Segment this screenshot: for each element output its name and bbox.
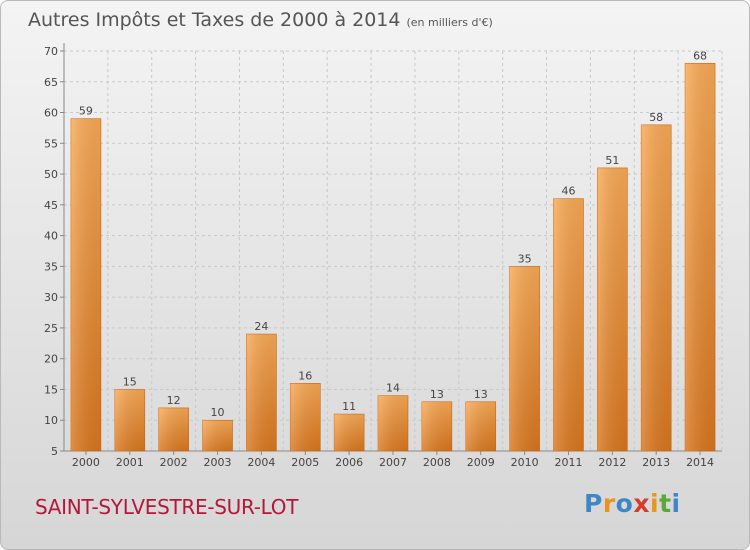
bar-shade — [641, 124, 672, 451]
x-tick-label: 2011 — [554, 456, 582, 469]
y-tick-label: 5 — [51, 445, 58, 458]
x-tick-label: 2014 — [686, 456, 714, 469]
bar-shade — [290, 383, 321, 451]
bar-shade — [685, 63, 716, 452]
logo-letter: i — [650, 489, 660, 518]
x-tick-label: 2008 — [423, 456, 451, 469]
bar-shade — [158, 407, 189, 451]
chart-title: Autres Impôts et Taxes de 2000 à 2014 (en… — [28, 9, 493, 31]
y-tick-label: 55 — [44, 137, 58, 150]
label-layer: 59 15 12 10 24 16 11 14 13 13 35 46 51 58 68 — [79, 49, 707, 419]
place-name: SAINT-SYLVESTRE-SUR-LOT — [35, 495, 299, 519]
bar-value-label: 13 — [430, 388, 444, 401]
bar-shade — [421, 401, 452, 451]
bar-value-label: 14 — [386, 382, 400, 395]
x-tick-label: 2006 — [335, 456, 363, 469]
bar-value-label: 15 — [123, 375, 137, 388]
bar-value-label: 12 — [167, 394, 181, 407]
bar-value-label: 13 — [474, 388, 488, 401]
bar-value-label: 24 — [254, 320, 268, 333]
x-tick-label: 2001 — [116, 456, 144, 469]
bar-value-label: 10 — [211, 406, 225, 419]
bar-shade — [202, 420, 233, 451]
logo-letter: i — [671, 489, 681, 518]
chart-unit: (en milliers d'€) — [406, 16, 493, 29]
bar-shade — [597, 167, 628, 451]
x-tick-label: 2013 — [642, 456, 670, 469]
bar-shade — [334, 414, 365, 451]
chart-title-text: Autres Impôts et Taxes de 2000 à 2014 — [28, 9, 401, 31]
x-tick-label: 2000 — [72, 456, 100, 469]
y-tick-label: 70 — [44, 45, 58, 58]
bar-shade — [246, 334, 277, 451]
y-tick-label: 60 — [44, 107, 58, 120]
proxiti-logo: Proxiti — [584, 489, 681, 518]
logo-letter: r — [602, 489, 616, 518]
bar-shade — [465, 401, 496, 451]
x-tick-label: 2005 — [291, 456, 319, 469]
logo-letter: t — [659, 489, 672, 518]
y-tick-label: 15 — [44, 383, 58, 396]
y-tick-label: 45 — [44, 199, 58, 212]
y-tick-label: 10 — [44, 414, 58, 427]
y-tick-label: 35 — [44, 260, 58, 273]
x-tick-label: 2010 — [511, 456, 539, 469]
bar-value-label: 51 — [605, 154, 619, 167]
x-tick-label: 2009 — [467, 456, 495, 469]
x-tick-label: 2003 — [204, 456, 232, 469]
x-tick-label: 2002 — [160, 456, 188, 469]
y-tick-label: 25 — [44, 322, 58, 335]
y-tick-label: 40 — [44, 230, 58, 243]
y-tick-label: 50 — [44, 168, 58, 181]
bar-layer — [70, 63, 716, 452]
y-tick-label: 20 — [44, 353, 58, 366]
logo-letter: P — [584, 489, 603, 518]
bar-shade — [378, 395, 408, 451]
logo-letter: x — [633, 489, 650, 518]
bar-value-label: 59 — [79, 105, 93, 118]
x-tick-label: 2012 — [598, 456, 626, 469]
bar-value-label: 16 — [298, 369, 312, 382]
bar-value-label: 68 — [693, 49, 707, 62]
y-tick-label: 65 — [44, 76, 58, 89]
bar-shade — [114, 389, 145, 451]
x-tick-label: 2007 — [379, 456, 407, 469]
bar-shade — [509, 266, 540, 451]
y-tick-label: 30 — [44, 291, 58, 304]
logo-letter: o — [615, 489, 634, 518]
bar-value-label: 46 — [561, 185, 575, 198]
bar-value-label: 11 — [342, 400, 356, 413]
x-tick-label: 2004 — [247, 456, 275, 469]
bar-value-label: 58 — [649, 111, 663, 124]
bar-shade — [553, 198, 584, 451]
bar-shade — [70, 118, 101, 451]
bar-value-label: 35 — [518, 252, 532, 265]
